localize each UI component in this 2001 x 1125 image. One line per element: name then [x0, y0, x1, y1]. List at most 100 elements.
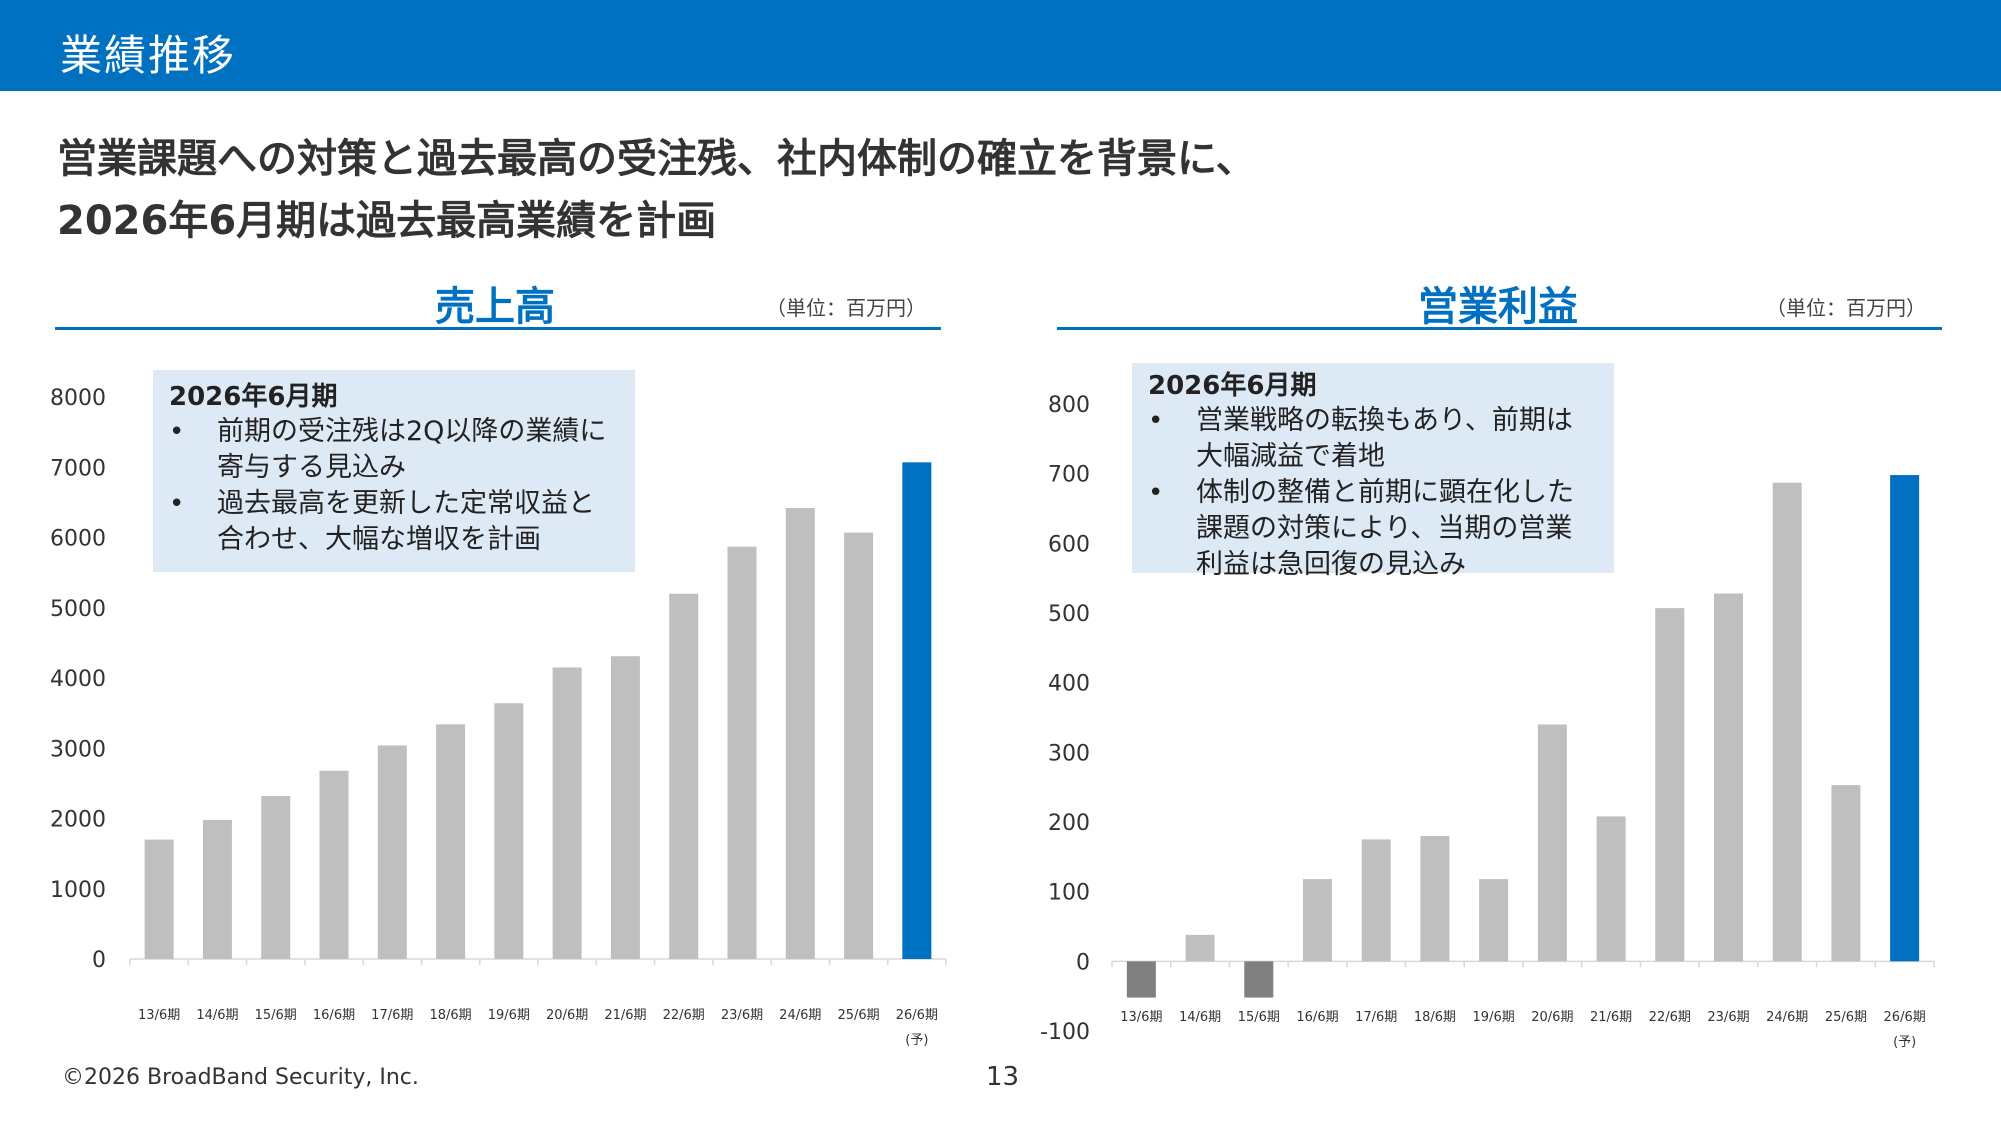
- bar-20/6期: [1537, 724, 1567, 962]
- sales-panel-title: 売上高: [435, 284, 555, 330]
- headline-line-2: 2026年6月期は過去最高業績を計画: [57, 198, 717, 244]
- profit-chart: -100 0 100 200 300 400 500 600 700 800 13/6期 14/6期 1…: [1040, 393, 1935, 1050]
- bar-18/6期: [1420, 835, 1450, 962]
- bar-16/6期: [319, 770, 349, 959]
- y-tick-label: 4000: [50, 667, 106, 692]
- sales-note-bullet: 前期の受注残は2Q以降の業績に寄与する見込み: [169, 414, 619, 486]
- x-category-label: 15/6期: [255, 1008, 297, 1023]
- x-category-label: 19/6期: [488, 1008, 530, 1023]
- x-category-label: 23/6期: [721, 1008, 763, 1023]
- y-tick-label: 2000: [50, 808, 106, 833]
- profit-panel-title: 営業利益: [1418, 284, 1578, 330]
- y-tick-label: 8000: [50, 386, 106, 411]
- bar-23/6期: [1714, 593, 1743, 962]
- footer-copyright: ©2026 BroadBand Security, Inc.: [62, 1065, 419, 1090]
- x-category-label: 16/6期: [1296, 1010, 1338, 1025]
- bar-16/6期: [1303, 879, 1332, 962]
- x-category-label: 16/6期: [313, 1008, 355, 1023]
- x-category-label: 25/6期: [1825, 1010, 1867, 1025]
- bar-24/6期: [785, 507, 815, 959]
- y-tick-label: 6000: [50, 527, 106, 552]
- page-header-title: 業績推移: [60, 31, 237, 80]
- y-tick-label: 600: [1048, 532, 1090, 557]
- x-category-label: 17/6期: [371, 1008, 413, 1023]
- bar-20/6期: [552, 667, 582, 959]
- headline-line-1: 営業課題への対策と過去最高の受注残、社内体制の確立を背景に、: [57, 136, 1256, 182]
- y-tick-label: 3000: [50, 737, 106, 762]
- x-category-label: 14/6期: [196, 1008, 238, 1023]
- page-number: 13: [986, 1062, 1020, 1092]
- bar-26/6期: [1890, 475, 1920, 962]
- bar-17/6期: [377, 745, 407, 959]
- x-category-label: 23/6期: [1707, 1010, 1749, 1025]
- bar-25/6期: [844, 532, 874, 959]
- y-tick-label: 800: [1048, 393, 1090, 418]
- bar-22/6期: [1655, 608, 1685, 962]
- forecast-note-label: (予): [1893, 1035, 1916, 1050]
- y-tick-label: 200: [1048, 811, 1090, 836]
- y-tick-label: 700: [1048, 463, 1090, 488]
- bar-15/6期: [1244, 961, 1274, 998]
- bar-13/6期: [144, 839, 174, 959]
- bar-21/6期: [1596, 816, 1626, 962]
- bar-17/6期: [1361, 839, 1391, 962]
- profit-note-bullet: 体制の整備と前期に顕在化した課題の対策により、当期の営業利益は急回復の見込み: [1148, 475, 1598, 583]
- bar-18/6期: [436, 724, 466, 959]
- forecast-note-label: (予): [905, 1033, 928, 1048]
- bar-15/6期: [261, 796, 291, 959]
- sales-note-heading: 2026年6月期: [169, 382, 338, 412]
- y-tick-label: 7000: [50, 456, 106, 481]
- sales-note-bullet: 過去最高を更新した定常収益と合わせ、大幅な増収を計画: [169, 486, 619, 558]
- x-category-label: 24/6期: [779, 1008, 821, 1023]
- x-category-label: 18/6期: [1414, 1010, 1456, 1025]
- sales-unit-label: （単位：百万円）: [766, 296, 926, 320]
- bar-22/6期: [669, 593, 699, 959]
- sales-chart: 0 1000 2000 3000 4000 5000 6000 7000 8000 13/6期 14…: [50, 386, 947, 1048]
- x-category-label: 17/6期: [1355, 1010, 1397, 1025]
- bar-21/6期: [610, 656, 640, 959]
- y-tick-label: 300: [1048, 741, 1090, 766]
- bar-14/6期: [1185, 934, 1215, 962]
- x-category-label: 19/6期: [1473, 1010, 1515, 1025]
- bar-23/6期: [727, 546, 757, 959]
- profit-title-rule: [1057, 327, 1942, 330]
- x-category-label: 14/6期: [1179, 1010, 1221, 1025]
- x-category-label: 22/6期: [663, 1008, 705, 1023]
- x-category-label: 21/6期: [604, 1008, 646, 1023]
- y-tick-label: 400: [1048, 672, 1090, 697]
- x-category-label: 26/6期: [896, 1008, 938, 1023]
- profit-note-bullet: 営業戦略の転換もあり、前期は大幅減益で着地: [1148, 403, 1598, 475]
- x-category-label: 25/6期: [837, 1008, 879, 1023]
- y-tick-label: 0: [92, 948, 106, 973]
- sales-note-box: 2026年6月期 前期の受注残は2Q以降の業績に寄与する見込み 過去最高を更新し…: [153, 370, 635, 572]
- profit-unit-label: （単位：百万円）: [1766, 296, 1926, 320]
- y-tick-label: 0: [1076, 950, 1090, 975]
- x-category-label: 13/6期: [138, 1008, 180, 1023]
- bar-19/6期: [1479, 879, 1509, 962]
- x-category-label: 24/6期: [1766, 1010, 1808, 1025]
- sales-title-rule: [55, 327, 941, 330]
- profit-note-heading: 2026年6月期: [1148, 371, 1317, 401]
- y-tick-label: 5000: [50, 597, 106, 622]
- x-category-label: 15/6期: [1238, 1010, 1280, 1025]
- y-tick-label: 500: [1048, 602, 1090, 627]
- bar-26/6期: [902, 462, 932, 959]
- bar-24/6期: [1772, 482, 1802, 962]
- x-category-label: 22/6期: [1649, 1010, 1691, 1025]
- x-category-label: 13/6期: [1120, 1010, 1162, 1025]
- bar-13/6期: [1126, 961, 1156, 998]
- y-tick-label: 1000: [50, 878, 106, 903]
- x-category-label: 20/6期: [546, 1008, 588, 1023]
- bar-14/6期: [202, 819, 232, 959]
- y-tick-label: -100: [1040, 1020, 1090, 1045]
- x-category-label: 21/6期: [1590, 1010, 1632, 1025]
- header-bar: [0, 0, 2001, 91]
- bar-19/6期: [494, 703, 524, 959]
- x-category-label: 18/6期: [429, 1008, 471, 1023]
- bar-25/6期: [1831, 785, 1861, 962]
- x-category-label: 20/6期: [1531, 1010, 1573, 1025]
- headline: 営業課題への対策と過去最高の受注残、社内体制の確立を背景に、 2026年6月期は…: [57, 128, 1256, 252]
- x-category-label: 26/6期: [1884, 1010, 1926, 1025]
- y-tick-label: 100: [1048, 881, 1090, 906]
- profit-note-box: 2026年6月期 営業戦略の転換もあり、前期は大幅減益で着地 体制の整備と前期に…: [1132, 363, 1614, 580]
